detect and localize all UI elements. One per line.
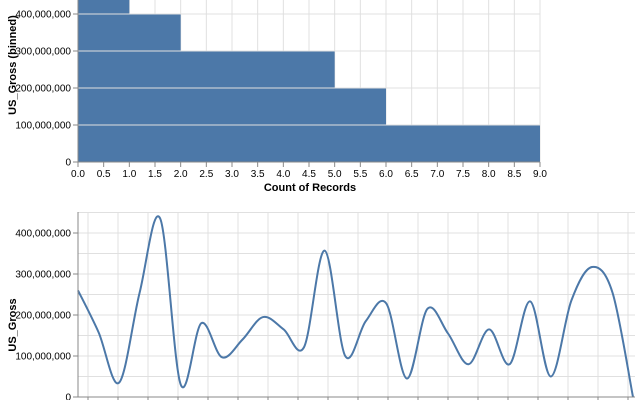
y-tick-label: 100,000,000: [15, 121, 71, 132]
x-tick-label: 1.5: [148, 169, 162, 180]
y-tick-label: 0: [65, 393, 71, 400]
x-tick-label: 7.0: [430, 169, 444, 180]
bar: [78, 51, 335, 88]
line-chart-axes: 0 100,000,000 200,000,000 300,000,000 400,00…: [15, 212, 635, 400]
x-tick-label: 6.5: [405, 169, 419, 180]
y-tick-label: 0: [65, 158, 71, 169]
line-chart-series: [77, 215, 634, 398]
x-tick-label: 4.5: [302, 169, 316, 180]
x-tick-label: 8.5: [507, 169, 521, 180]
y-tick-label: 300,000,000: [15, 270, 71, 281]
y-tick-label: 200,000,000: [15, 311, 71, 322]
x-tick-label: 4.0: [276, 169, 290, 180]
x-axis-title: Count of Records: [264, 182, 356, 194]
y-axis-title: US_Gross (binned): [7, 15, 19, 115]
x-tick-label: 9.0: [533, 169, 547, 180]
x-tick-label: 1.0: [122, 169, 136, 180]
x-tick-label: 6.0: [379, 169, 393, 180]
line-chart: 0 100,000,000 200,000,000 300,000,000 400,00…: [7, 212, 635, 400]
line-chart-grid: [78, 212, 635, 398]
bar-chart-axes: 0.0 0.5 1.0 1.5 2.0 2.5 3.0 3.5 4.0 4.5 5.0 5.5 6.0 6…: [15, 0, 547, 180]
bar: [78, 125, 540, 162]
x-tick-label: 3.5: [251, 169, 265, 180]
y-tick-label: 300,000,000: [15, 47, 71, 58]
x-tick-label: 2.0: [174, 169, 188, 180]
bar: [78, 88, 386, 125]
x-tick-label: 5.0: [328, 169, 342, 180]
bar: [78, 0, 130, 14]
y-axis-title-2: US_Gross: [7, 298, 19, 351]
x-tick-label: 0.0: [71, 169, 85, 180]
y-tick-label: 400,000,000: [15, 10, 71, 21]
x-tick-label: 2.5: [199, 169, 213, 180]
bar: [78, 14, 181, 51]
x-tick-label: 5.5: [353, 169, 367, 180]
x-tick-label: 7.5: [456, 169, 470, 180]
y-tick-label: 400,000,000: [15, 229, 71, 240]
binned-bar-chart: 0.0 0.5 1.0 1.5 2.0 2.5 3.0 3.5 4.0 4.5 5.0 5.5 6.0 6…: [7, 0, 547, 194]
bar-chart-bars: [78, 0, 540, 162]
x-tick-label: 8.0: [482, 169, 496, 180]
x-tick-label: 3.0: [225, 169, 239, 180]
y-tick-label: 200,000,000: [15, 84, 71, 95]
x-tick-label: 0.5: [97, 169, 111, 180]
y-tick-label: 100,000,000: [15, 352, 71, 363]
series-line: [77, 215, 634, 398]
